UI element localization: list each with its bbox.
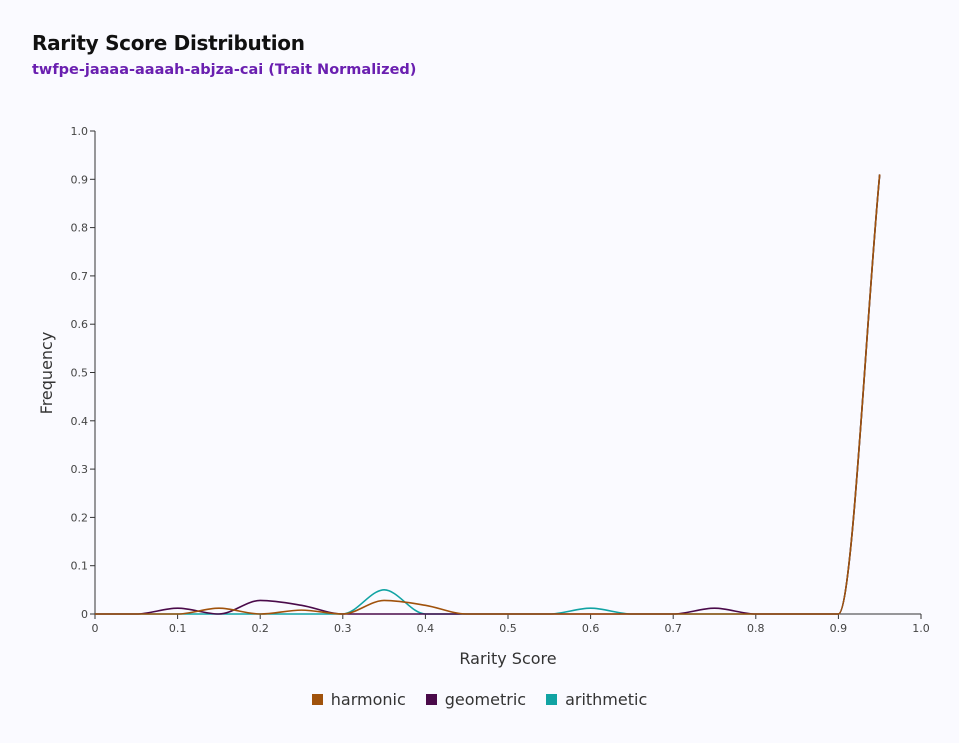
x-tick-label: 1.0 — [912, 622, 930, 635]
y-tick-label: 0.5 — [71, 367, 89, 380]
y-tick-label: 1.0 — [71, 125, 89, 138]
y-tick-label: 0.2 — [71, 511, 89, 524]
series-line-geometric — [94, 174, 881, 615]
legend-item-arithmetic[interactable]: arithmetic — [546, 690, 647, 709]
chart-subtitle: twfpe-jaaaa-aaaah-abjza-cai (Trait Norma… — [32, 62, 417, 78]
legend-label: geometric — [444, 690, 527, 709]
legend: harmonic geometric arithmetic — [0, 690, 959, 709]
legend-item-geometric[interactable]: geometric — [425, 690, 527, 709]
legend-label: harmonic — [330, 690, 406, 709]
series-line-arithmetic — [94, 174, 881, 615]
x-tick-label: 0.5 — [499, 622, 517, 635]
legend-item-harmonic[interactable]: harmonic — [311, 690, 406, 709]
x-tick-label: 0.1 — [169, 622, 187, 635]
legend-swatch — [546, 694, 558, 705]
y-tick-label: 0.7 — [71, 270, 89, 283]
y-tick-label: 0.3 — [71, 463, 89, 476]
series-line-harmonic — [94, 174, 881, 615]
series-layer — [94, 174, 881, 615]
x-tick-label: 0.3 — [334, 622, 352, 635]
x-axis-label: Rarity Score — [459, 649, 556, 668]
x-tick-label: 0 — [92, 622, 99, 635]
x-tick-label: 0.8 — [747, 622, 765, 635]
y-tick-label: 0.1 — [71, 560, 89, 573]
y-tick-label: 0.9 — [71, 173, 89, 186]
x-tick-label: 0.9 — [830, 622, 848, 635]
x-tick-label: 0.4 — [417, 622, 435, 635]
legend-swatch — [425, 694, 437, 705]
legend-label: arithmetic — [565, 690, 648, 709]
y-tick-label: 0.6 — [71, 318, 89, 331]
chart-canvas: 0 0.1 0.2 0.3 0.4 0.5 0.6 0.7 0.8 0.9 1.0 0 0.1 0.2 0.… — [37, 125, 930, 668]
x-tick-label: 0.2 — [251, 622, 269, 635]
y-tick-label: 0 — [81, 608, 88, 621]
y-axis-label: Frequency — [37, 332, 56, 415]
y-tick-label: 0.4 — [71, 415, 89, 428]
y-tick-label: 0.8 — [71, 222, 89, 235]
legend-swatch — [311, 694, 323, 705]
x-tick-label: 0.6 — [582, 622, 600, 635]
x-tick-label: 0.7 — [664, 622, 682, 635]
axes: 0 0.1 0.2 0.3 0.4 0.5 0.6 0.7 0.8 0.9 1.0 0 0.1 0.2 0.… — [71, 125, 930, 635]
chart-title: Rarity Score Distribution — [32, 31, 305, 55]
